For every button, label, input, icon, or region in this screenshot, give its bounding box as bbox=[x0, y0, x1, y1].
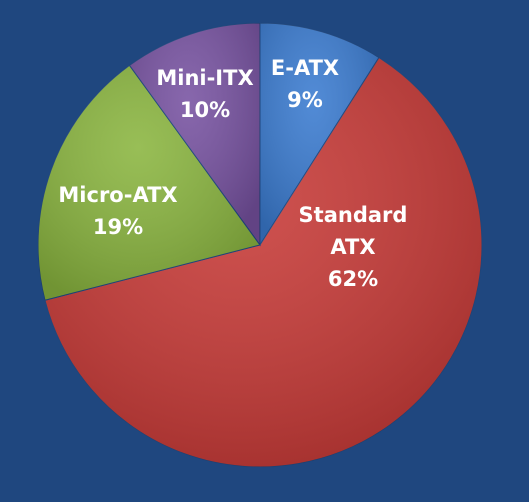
value-label: 62% bbox=[328, 267, 378, 291]
value-label: 19% bbox=[93, 215, 143, 239]
pie bbox=[37, 22, 483, 468]
slice-label: Micro-ATX bbox=[58, 183, 177, 207]
value-label: 10% bbox=[180, 98, 230, 122]
slice-label-line: Standard bbox=[299, 203, 408, 227]
slice-label-line: Mini-ITX bbox=[156, 66, 253, 90]
slice-label-line: Micro-ATX bbox=[58, 183, 177, 207]
slice-label: E-ATX bbox=[271, 56, 339, 80]
labels: E-ATX 9% Standard ATX 62% Micro-ATX 19% Mini-IT… bbox=[58, 56, 407, 291]
slice-label: Mini-ITX bbox=[156, 66, 253, 90]
value-label: 9% bbox=[287, 88, 323, 112]
slice-label-line: ATX bbox=[330, 235, 375, 259]
slice-label-line: E-ATX bbox=[271, 56, 339, 80]
slice-label: Standard ATX bbox=[299, 203, 408, 259]
